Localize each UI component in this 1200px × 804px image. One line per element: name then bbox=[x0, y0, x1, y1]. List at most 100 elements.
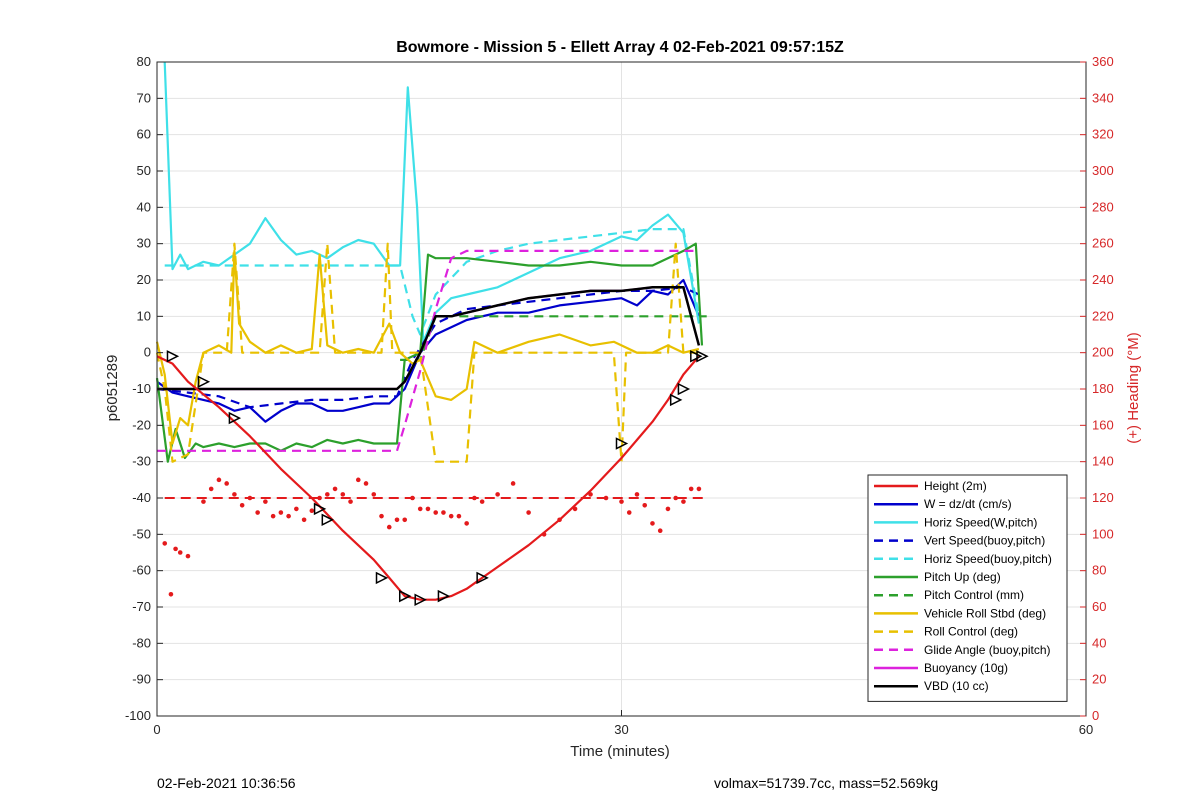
legend-label-6: Pitch Control (mm) bbox=[924, 588, 1024, 602]
heading-dot bbox=[263, 499, 268, 504]
y-tick-label: 50 bbox=[137, 163, 151, 178]
height-marker bbox=[414, 593, 427, 606]
heading-dot bbox=[425, 506, 431, 512]
legend: Height (2m) W = dz/dt (cm/s) Horiz Speed(W… bbox=[867, 474, 1068, 702]
height-marker bbox=[398, 589, 412, 603]
y-tick-label: 60 bbox=[137, 127, 151, 142]
series-line-6 bbox=[400, 315, 707, 361]
heading-dot bbox=[688, 486, 694, 492]
legend-label-8: Roll Control (deg) bbox=[924, 625, 1018, 639]
heading-dot bbox=[216, 477, 222, 483]
y-right-tick-label: 80 bbox=[1092, 563, 1106, 578]
y-tick-label: -30 bbox=[132, 454, 151, 469]
legend-label-11: VBD (10 cc) bbox=[924, 679, 989, 693]
heading-dot bbox=[603, 495, 609, 501]
heading-dot bbox=[441, 510, 446, 515]
heading-dot bbox=[317, 495, 322, 501]
heading-dot bbox=[456, 513, 462, 519]
y-right-tick-label: 0 bbox=[1092, 708, 1099, 723]
heading-dot bbox=[479, 499, 485, 504]
y-right-tick-label: 220 bbox=[1092, 308, 1114, 323]
x-tick-label: 0 bbox=[153, 722, 160, 737]
y-tick-label: -90 bbox=[132, 672, 151, 687]
x-tick-label: 30 bbox=[614, 722, 628, 737]
heading-dot bbox=[363, 481, 369, 486]
y-right-tick-label: 40 bbox=[1092, 635, 1106, 650]
y-tick-label: -100 bbox=[125, 708, 151, 723]
heading-dot bbox=[626, 510, 632, 515]
heading-dot bbox=[162, 541, 168, 546]
y-tick-label: 80 bbox=[137, 54, 151, 69]
y-right-tick-label: 60 bbox=[1092, 599, 1106, 614]
height-marker bbox=[669, 393, 683, 407]
y-right-tick-label: 180 bbox=[1092, 381, 1114, 396]
y-axis-ticks: -100-90-80-70-60-50-40-30-20-10010203040… bbox=[125, 54, 163, 723]
series-line-9 bbox=[157, 249, 699, 452]
legend-box bbox=[867, 474, 1068, 702]
heading-dot bbox=[224, 481, 229, 486]
legend-label-2: Horiz Speed(W,pitch) bbox=[924, 515, 1037, 529]
y-right-tick-label: 100 bbox=[1092, 526, 1114, 541]
heading-dot bbox=[526, 510, 531, 515]
heading-dot bbox=[681, 499, 686, 504]
heading-dot bbox=[634, 492, 640, 497]
heading-dot bbox=[332, 486, 338, 492]
height-marker bbox=[321, 513, 334, 527]
height-marker bbox=[677, 382, 691, 396]
heading-dot bbox=[619, 499, 624, 504]
heading-dot bbox=[340, 492, 346, 497]
plot-content bbox=[155, 61, 709, 606]
y-tick-label: -60 bbox=[132, 563, 151, 578]
heading-dot bbox=[309, 508, 315, 514]
heading-dot bbox=[208, 486, 214, 492]
y-right-tick-label: 20 bbox=[1092, 672, 1106, 687]
heading-dot bbox=[232, 492, 237, 497]
footer-timestamp: 02-Feb-2021 10:36:56 bbox=[157, 775, 296, 791]
y-tick-label: -50 bbox=[132, 526, 151, 541]
heading-dot bbox=[394, 517, 400, 523]
height-marker bbox=[476, 571, 489, 585]
heading-dot bbox=[642, 502, 648, 508]
height-marker bbox=[228, 411, 242, 425]
y-tick-label: -40 bbox=[132, 490, 151, 505]
series-line-1 bbox=[156, 278, 700, 423]
heading-dot bbox=[278, 510, 284, 515]
y-right-tick-label: 120 bbox=[1092, 490, 1114, 505]
x-tick-label: 60 bbox=[1079, 722, 1093, 737]
height-marker bbox=[313, 502, 327, 516]
series-line-5 bbox=[155, 242, 704, 463]
legend-label-1: W = dz/dt (cm/s) bbox=[924, 497, 1012, 511]
heading-dot bbox=[286, 513, 291, 519]
y-axis-right-label: (+) Heading (°M) bbox=[1125, 332, 1142, 443]
heading-dot bbox=[696, 486, 702, 492]
y-right-tick-label: 200 bbox=[1092, 345, 1114, 360]
height-marker bbox=[696, 350, 709, 363]
heading-dot bbox=[173, 546, 178, 552]
height-marker bbox=[437, 589, 451, 603]
y-right-tick-label: 320 bbox=[1092, 127, 1114, 142]
y-tick-label: 70 bbox=[137, 90, 151, 105]
heading-dot bbox=[255, 510, 260, 515]
y-tick-label: 20 bbox=[137, 272, 151, 287]
y-right-tick-label: 340 bbox=[1092, 90, 1114, 105]
heading-dot bbox=[472, 495, 477, 501]
x-axis-label: Time (minutes) bbox=[570, 743, 669, 760]
y-tick-label: 10 bbox=[137, 308, 151, 323]
series-line-7 bbox=[155, 249, 700, 445]
heading-dot bbox=[177, 550, 183, 555]
height-marker bbox=[197, 375, 211, 388]
legend-label-3: Vert Speed(buoy,pitch) bbox=[924, 534, 1045, 548]
y-right-tick-label: 280 bbox=[1092, 199, 1114, 214]
heading-dot bbox=[386, 524, 392, 530]
heading-dot bbox=[201, 499, 206, 504]
y-right-tick-label: 260 bbox=[1092, 236, 1114, 251]
height-marker bbox=[615, 437, 629, 450]
y-right-tick-label: 140 bbox=[1092, 454, 1114, 469]
heading-dot bbox=[294, 506, 299, 512]
y-tick-label: -10 bbox=[132, 381, 151, 396]
heading-dot bbox=[410, 495, 415, 501]
y-axis-label: p6051289 bbox=[104, 355, 121, 422]
y-right-tick-label: 160 bbox=[1092, 417, 1114, 432]
series-line-8 bbox=[155, 242, 699, 463]
height-marker bbox=[166, 350, 180, 363]
